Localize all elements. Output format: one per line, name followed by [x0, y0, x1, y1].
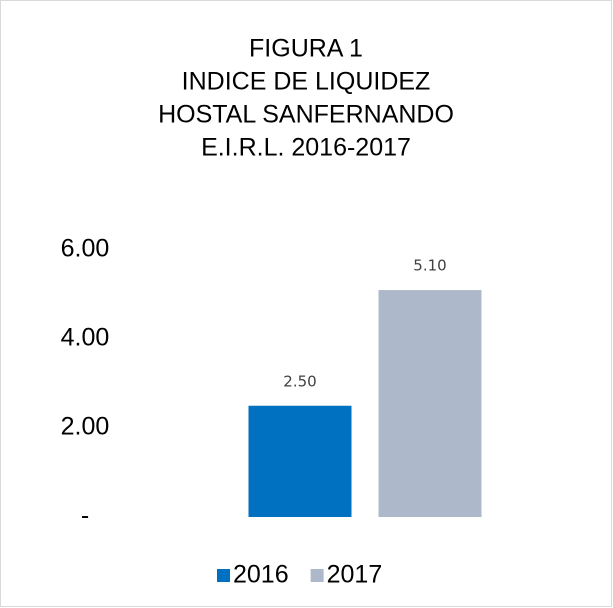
y-tick-label: 4.00 — [61, 324, 110, 352]
y-tick-label: 2.00 — [61, 413, 110, 441]
bar — [248, 405, 352, 517]
chart-title: INDICE DE LIQUIDEZ — [182, 68, 431, 96]
legend-swatch — [310, 569, 324, 582]
y-tick-label: 6.00 — [61, 235, 110, 263]
chart-title: FIGURA 1 — [249, 35, 363, 63]
chart-title: HOSTAL SANFERNANDO — [158, 101, 454, 129]
legend-swatch — [217, 569, 230, 582]
legend-label: 2016 — [233, 561, 289, 589]
data-label: 2.50 — [283, 372, 316, 390]
chart-title: E.I.R.L. 2016-2017 — [201, 134, 411, 162]
bar — [378, 290, 482, 517]
data-label: 5.10 — [413, 257, 446, 275]
y-tick-label: - — [81, 502, 89, 530]
legend-label: 2017 — [327, 561, 383, 589]
